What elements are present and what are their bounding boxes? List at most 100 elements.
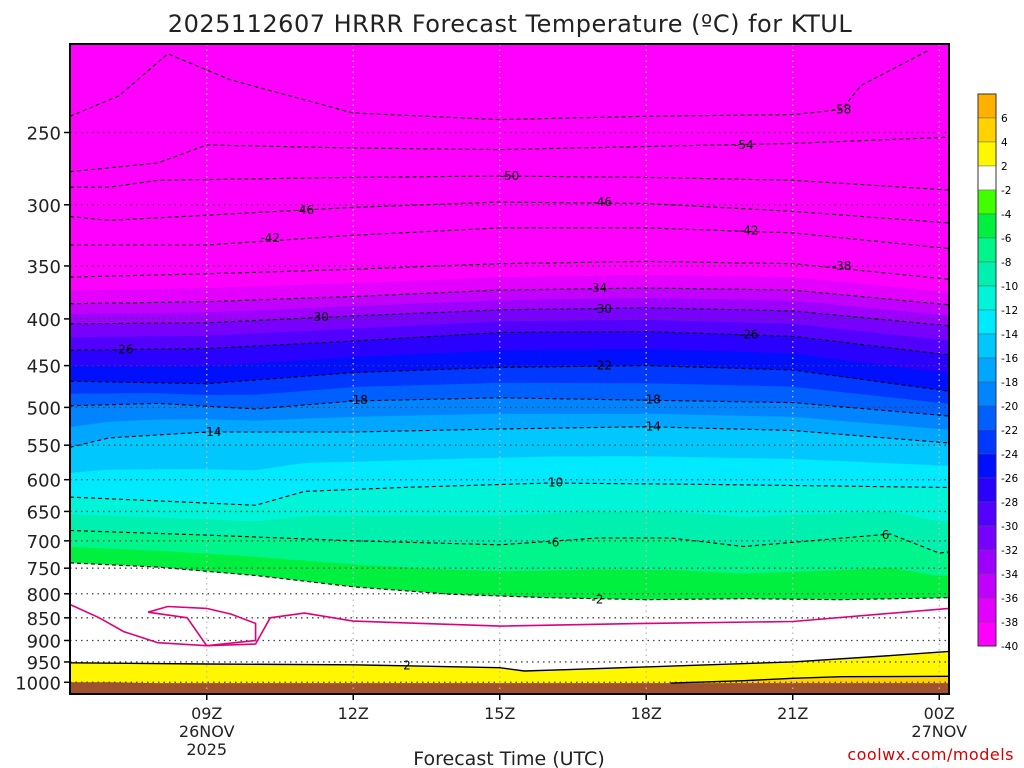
temperature-color-fill (70, 44, 949, 694)
contour-line (70, 529, 949, 554)
fill-band (70, 562, 949, 694)
contour-line (70, 603, 949, 647)
colorbar-label: -20 (1001, 401, 1018, 413)
colorbar-label: -38 (1001, 617, 1018, 629)
contour-label: 6 (882, 528, 890, 542)
colorbar-label: -40 (1001, 641, 1018, 653)
x-tick-label: 26NOV (179, 722, 235, 741)
colorbar-label: -32 (1001, 545, 1018, 557)
colorbar-swatch (977, 549, 997, 575)
colorbar-swatch (977, 405, 997, 431)
y-tick-label: 650 (27, 502, 61, 523)
y-tick-label: 550 (27, 436, 61, 457)
y-tick-label: 600 (27, 471, 61, 492)
colorbar-swatch (977, 261, 997, 287)
y-tick-label: 400 (27, 310, 61, 331)
x-tick-label: 09Z (191, 704, 222, 723)
contour-label: -2 (591, 593, 603, 607)
x-tick-label: 21Z (777, 704, 808, 723)
colorbar-label: -16 (1001, 353, 1018, 365)
plot-frame (69, 43, 950, 695)
contour-label: -14 (202, 425, 222, 439)
colorbar-label: -36 (1001, 593, 1018, 605)
colorbar-swatch (977, 333, 997, 359)
contour-line (70, 227, 949, 250)
x-tick-label: 12Z (338, 704, 369, 723)
contour-label: -6 (547, 536, 559, 550)
contour-line (70, 287, 949, 306)
contour-label: -42 (260, 231, 280, 245)
credit-text: coolwx.com/models (847, 745, 1014, 764)
colorbar-swatch (977, 429, 997, 455)
colorbar-label: -12 (1001, 305, 1018, 317)
contour-label: -10 (544, 475, 564, 489)
colorbar-swatch (977, 237, 997, 263)
x-axis-label: Forecast Time (UTC) (413, 748, 604, 768)
contour-label: -26 (739, 327, 759, 341)
colorbar-swatch (977, 597, 997, 623)
contour-line (70, 307, 949, 327)
colorbar-swatch (977, 213, 997, 239)
colorbar-swatch (977, 93, 997, 119)
colorbar-swatch (977, 381, 997, 407)
x-tick-label: 00Z (924, 704, 955, 723)
colorbar-label: -24 (1001, 449, 1018, 461)
contour-label: -30 (309, 310, 329, 324)
contour-label: -34 (588, 281, 608, 295)
contour-line (70, 650, 949, 672)
colorbar-label: -30 (1001, 521, 1018, 533)
colorbar-swatch (977, 309, 997, 335)
colorbar-swatch (977, 165, 997, 191)
colorbar-frame (977, 93, 997, 647)
colorbar-legend: 6 4 2 -2 -4 -6 -8 -10 -12 -14 -16 -18 -20 -22 -24 -26 -2… (977, 93, 1018, 653)
contour-line (70, 562, 949, 601)
colorbar-label: -34 (1001, 569, 1018, 581)
contour-label: -14 (641, 420, 661, 434)
colorbar-swatch (977, 501, 997, 527)
y-tick-label: 750 (27, 559, 61, 580)
colorbar-label: 2 (1001, 161, 1008, 173)
colorbar-label: -6 (1001, 233, 1012, 245)
contour-line (70, 482, 949, 506)
colorbar-label: -2 (1001, 185, 1011, 197)
y-tick-label: 800 (27, 585, 61, 606)
contour-label: -22 (592, 359, 612, 373)
y-tick-label: 300 (27, 196, 61, 217)
y-tick-label: 950 (27, 653, 61, 674)
colorbar-label: -14 (1001, 329, 1018, 341)
colorbar-swatch (977, 141, 997, 167)
chart-title: 2025112607 HRRR Forecast Temperature (ºC… (168, 10, 853, 38)
contour-labels: -58-54-50-46-46-42-42-38-34-30-30-26-26-… (114, 103, 889, 673)
contour-label: -42 (739, 223, 759, 237)
colorbar-swatch (977, 525, 997, 551)
colorbar-swatch (977, 621, 997, 647)
contour-label: -50 (500, 169, 520, 183)
contour-line (670, 675, 949, 684)
contour-line (70, 260, 949, 280)
colorbar-label: -28 (1001, 497, 1018, 509)
colorbar-label: -22 (1001, 425, 1018, 437)
colorbar-label: -8 (1001, 257, 1011, 269)
colorbar-swatch (977, 477, 997, 503)
y-tick-label: 450 (27, 357, 61, 378)
contour-line (70, 365, 949, 392)
ground-surface (70, 682, 949, 694)
colorbar-swatch (977, 357, 997, 383)
y-tick-label: 1000 (15, 673, 61, 694)
contour-label: -18 (641, 392, 661, 406)
y-tick-label: 350 (27, 257, 61, 278)
x-tick-label: 27NOV (911, 722, 967, 741)
contour-label: -54 (734, 138, 754, 152)
contour-label: -46 (295, 203, 315, 217)
y-axis: 2503003504004505005506006507007508008509… (15, 123, 70, 694)
x-tick-label: 18Z (631, 704, 662, 723)
colorbar-label: -10 (1001, 281, 1018, 293)
contour-line (70, 136, 949, 173)
colorbar-swatch (977, 573, 997, 599)
contour-line (70, 201, 949, 224)
contour-label: -58 (832, 103, 852, 117)
contour-label: -38 (832, 259, 852, 273)
contour-label: -46 (592, 195, 612, 209)
